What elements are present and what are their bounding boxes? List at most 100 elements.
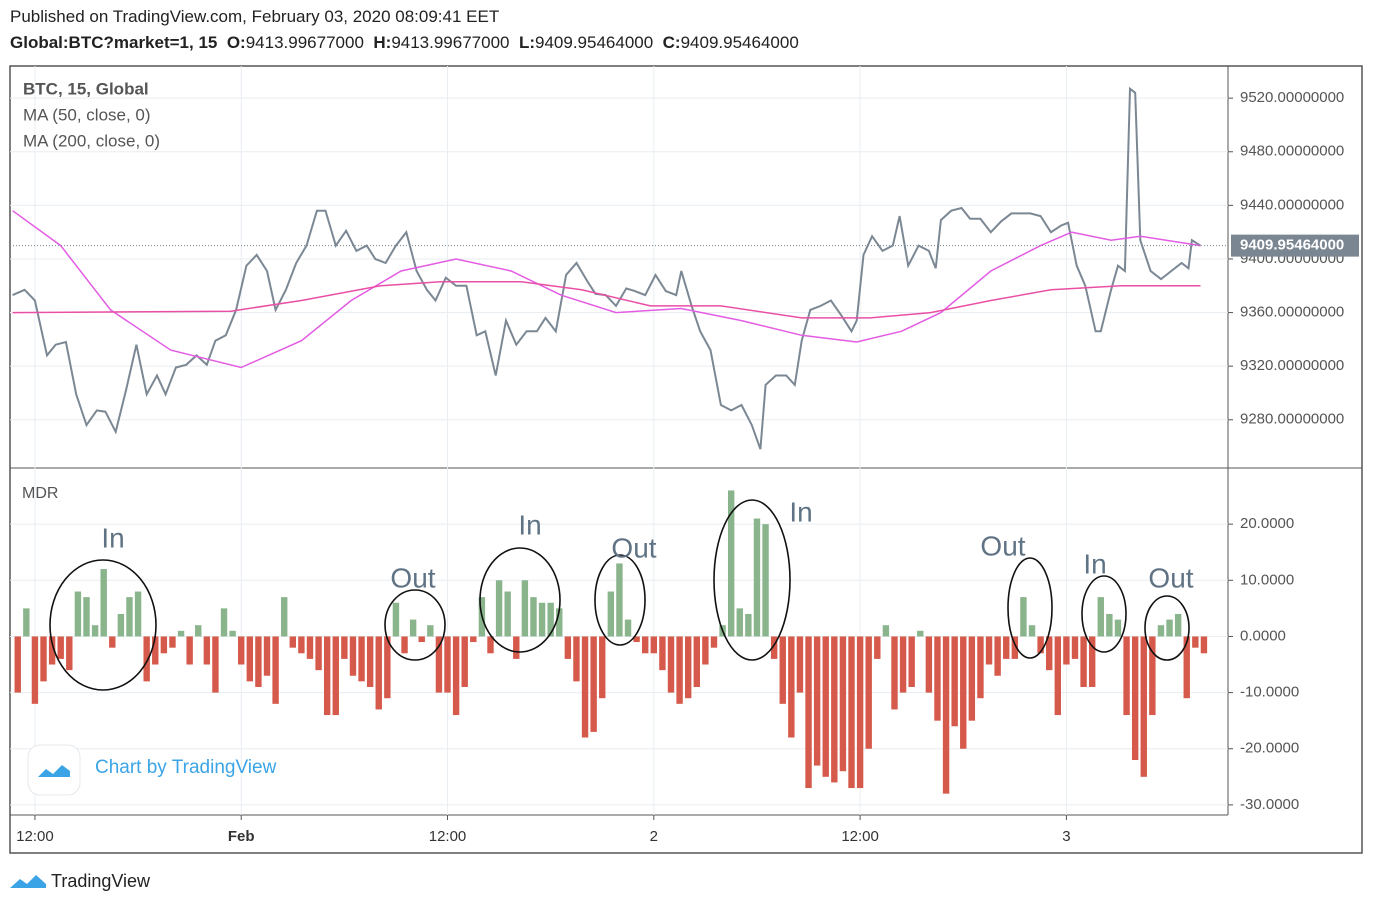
histogram-bar: [375, 636, 382, 710]
histogram-bar: [908, 636, 915, 687]
histogram-bar: [444, 636, 451, 693]
x-tick-label: Feb: [228, 828, 255, 845]
histogram-bar: [1140, 636, 1147, 777]
histogram-bar: [427, 625, 434, 637]
histogram-bar: [1149, 636, 1156, 716]
histogram-bar: [607, 591, 615, 637]
ohlc: O:9413.99677000 H:9413.99677000 L:9409.9…: [217, 33, 799, 52]
histogram-bar: [74, 591, 82, 637]
histogram-bar: [831, 636, 838, 783]
histogram-bar: [513, 636, 520, 659]
histogram-bar: [1003, 636, 1010, 659]
pane-title: MDR: [22, 485, 58, 502]
histogram-bar: [693, 636, 700, 687]
annotation: In: [518, 509, 541, 540]
histogram-bar: [676, 636, 683, 704]
y-tick-label: 0.0000: [1240, 627, 1286, 644]
annotation: In: [1083, 548, 1106, 579]
annotation-circle: [713, 499, 791, 661]
annotation-circle: [1144, 595, 1190, 661]
histogram-bar: [1192, 636, 1199, 648]
histogram-bar: [1166, 619, 1173, 637]
histogram-bar: [891, 636, 898, 710]
y-tick-label: -10.0000: [1240, 684, 1299, 701]
annotation-circle: [594, 554, 646, 646]
histogram-bar: [770, 636, 778, 659]
histogram-bar: [581, 636, 589, 738]
histogram-bar: [495, 580, 503, 637]
histogram-bar: [1028, 625, 1036, 637]
moving-average-line: [12, 280, 1201, 319]
histogram-bar: [1097, 597, 1104, 637]
histogram-bar: [349, 636, 357, 676]
histogram-bar: [1123, 636, 1130, 716]
histogram-bar: [917, 630, 924, 637]
histogram-bar: [564, 636, 572, 659]
histogram-bar: [255, 636, 262, 687]
histogram-bar: [736, 608, 743, 637]
histogram-bar: [1011, 636, 1019, 659]
histogram-bar: [521, 580, 529, 637]
histogram-bar: [418, 636, 425, 643]
histogram-bar: [727, 490, 735, 637]
marks: [10, 86, 1228, 794]
histogram-bar: [848, 636, 855, 789]
histogram-bar: [599, 636, 606, 699]
x-tick-label: 3: [1062, 828, 1070, 845]
histogram-bar: [547, 602, 554, 637]
histogram-bar: [289, 636, 296, 648]
histogram-bar: [633, 636, 640, 643]
histogram-bar: [1200, 636, 1208, 654]
ohlc-value: 9413.99677000: [245, 33, 364, 52]
annotation: Out: [1148, 562, 1193, 593]
watermark-icon-box: [27, 744, 81, 796]
histogram-bar: [779, 636, 786, 704]
histogram-bar: [934, 636, 941, 721]
histogram-bar: [813, 636, 821, 766]
histogram-bar: [366, 636, 374, 687]
histogram-bar: [616, 563, 623, 637]
histogram-bar: [229, 630, 236, 637]
y-tick-label: 9480.00000000: [1240, 143, 1344, 160]
histogram-bar: [117, 613, 125, 637]
histogram-bar: [109, 636, 116, 648]
histogram-bar: [40, 636, 47, 682]
symbol-line: Global:BTC?market=1, 15 O:9413.99677000 …: [10, 33, 799, 53]
ohlc-label: C:: [662, 33, 681, 52]
ohlc-value: 9413.99677000: [391, 33, 510, 52]
y-tick-label: 9320.00000000: [1240, 357, 1344, 374]
histogram-bar: [177, 630, 185, 637]
annotation-circle: [1007, 557, 1053, 659]
histogram-bar: [968, 636, 976, 721]
histogram-bar: [1063, 636, 1070, 665]
y-tick-label: 10.0000: [1240, 571, 1294, 588]
y-tick-label: -20.0000: [1240, 740, 1299, 757]
histogram-bar: [882, 625, 890, 637]
y-tick-label: 9440.00000000: [1240, 196, 1344, 213]
histogram-bar: [788, 636, 795, 738]
histogram-bar: [659, 636, 666, 671]
histogram-bar: [83, 597, 90, 637]
histogram-bar: [160, 636, 168, 654]
histogram-bar: [392, 602, 400, 637]
frame: [9, 65, 1363, 854]
symbol: Global:BTC?market=1, 15: [10, 33, 218, 52]
histogram-bar: [642, 636, 649, 654]
histogram-bar: [925, 636, 933, 693]
histogram-bar: [856, 636, 864, 789]
histogram-bar: [1080, 636, 1087, 687]
y-tick-label: 9360.00000000: [1240, 304, 1344, 321]
legend-entry: MA (200, close, 0): [23, 131, 160, 150]
histogram-bar: [1046, 636, 1053, 671]
histogram-bar: [23, 608, 30, 637]
price-line: [12, 86, 1202, 450]
ohlc-label: L:: [518, 33, 535, 52]
annotation: In: [101, 522, 124, 553]
labels: 9280.00000000 9320.00000000 9360.00000000 9…: [16, 79, 1359, 845]
histogram-bar: [281, 597, 288, 637]
histogram-bar: [556, 608, 563, 637]
annotation: Out: [980, 530, 1025, 561]
histogram-bar: [1114, 619, 1122, 637]
